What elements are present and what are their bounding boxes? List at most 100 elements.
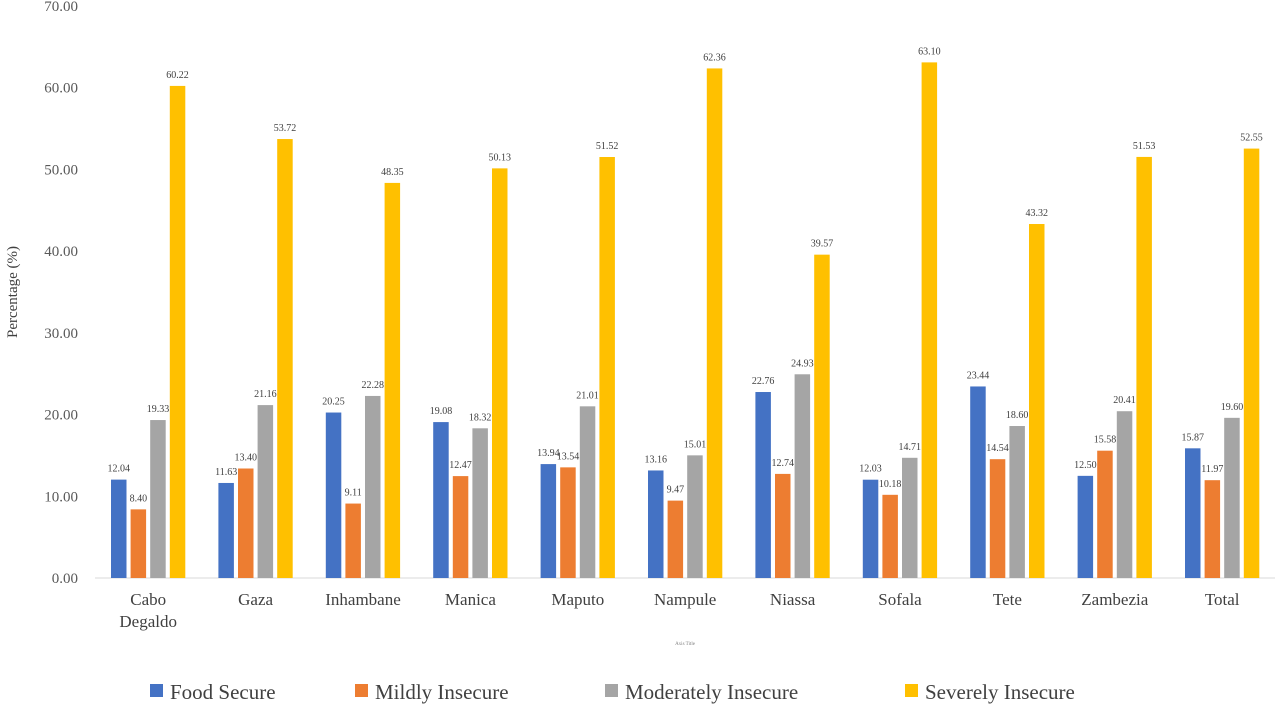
category-label: Tete xyxy=(993,590,1022,609)
legend-swatch xyxy=(355,684,368,697)
data-label: 13.40 xyxy=(235,453,258,464)
data-label: 43.32 xyxy=(1026,208,1049,219)
data-label: 12.04 xyxy=(108,464,131,475)
bar-mildly-insecure xyxy=(560,467,576,578)
bar-mildly-insecure xyxy=(1097,450,1113,578)
data-label: 22.76 xyxy=(752,376,775,387)
category-label: Sofala xyxy=(878,590,922,609)
bar-moderately-insecure xyxy=(1116,411,1133,578)
legend-label: Mildly Insecure xyxy=(375,680,509,704)
data-label: 62.36 xyxy=(703,52,726,63)
bar-food-secure xyxy=(433,422,449,578)
bar-food-secure xyxy=(970,386,986,578)
bar-severely-insecure xyxy=(169,85,186,579)
data-label: 9.47 xyxy=(667,485,685,496)
bar-severely-insecure xyxy=(706,68,723,578)
data-label: 21.01 xyxy=(576,390,599,401)
category-label: Zambezia xyxy=(1081,590,1148,609)
category-label: Manica xyxy=(445,590,496,609)
data-label: 63.10 xyxy=(918,46,941,57)
data-label: 39.57 xyxy=(811,239,834,250)
y-tick-label: 60.00 xyxy=(44,81,78,97)
data-label: 13.54 xyxy=(557,451,580,462)
bar-mildly-insecure xyxy=(238,468,254,578)
y-tick-label: 70.00 xyxy=(44,0,78,15)
category-label: Maputo xyxy=(551,590,604,609)
data-label: 51.53 xyxy=(1133,141,1156,152)
bar-severely-insecure xyxy=(599,157,615,578)
x-axis-label: Axis Title xyxy=(675,642,696,647)
bar-mildly-insecure xyxy=(989,459,1006,578)
bar-severely-insecure xyxy=(921,62,938,578)
category-label: Total xyxy=(1205,590,1240,609)
bar-severely-insecure xyxy=(277,139,293,578)
bar-food-secure xyxy=(111,479,127,578)
bar-mildly-insecure xyxy=(452,476,469,578)
bar-mildly-insecure xyxy=(775,473,791,578)
bar-moderately-insecure xyxy=(794,374,811,578)
data-label: 12.03 xyxy=(859,464,882,475)
data-label: 15.87 xyxy=(1182,432,1205,443)
y-axis-label: Percentage (%) xyxy=(5,246,21,338)
bar-food-secure xyxy=(325,412,342,578)
bar-food-secure xyxy=(540,464,557,578)
category-label: Gaza xyxy=(238,590,273,609)
bar-moderately-insecure xyxy=(472,428,488,578)
y-tick-label: 40.00 xyxy=(44,244,78,260)
y-tick-label: 50.00 xyxy=(44,162,78,178)
y-tick-label: 30.00 xyxy=(44,326,78,342)
data-label: 14.54 xyxy=(986,443,1009,454)
legend-label: Moderately Insecure xyxy=(625,680,798,704)
data-label: 11.63 xyxy=(215,467,237,478)
data-label: 51.52 xyxy=(596,141,619,152)
data-label: 11.97 xyxy=(1201,464,1223,475)
bar-moderately-insecure xyxy=(902,457,918,578)
data-label: 50.13 xyxy=(489,152,512,163)
bar-mildly-insecure xyxy=(1204,480,1221,578)
data-label: 15.01 xyxy=(684,439,707,450)
data-label: 60.22 xyxy=(166,70,189,81)
y-tick-label: 20.00 xyxy=(44,408,78,424)
bar-moderately-insecure xyxy=(1224,417,1240,578)
category-label: Cabo Degaldo xyxy=(119,590,177,631)
bar-mildly-insecure xyxy=(667,500,684,578)
data-label: 13.94 xyxy=(537,448,560,459)
bar-food-secure xyxy=(218,482,234,578)
legend-item: Moderately Insecure xyxy=(605,680,798,704)
bar-moderately-insecure xyxy=(257,405,274,578)
category-label: Niassa xyxy=(770,590,816,609)
legend-label: Severely Insecure xyxy=(925,680,1075,704)
data-label: 48.35 xyxy=(381,167,404,178)
category-label: Inhambane xyxy=(325,590,401,609)
data-label: 12.47 xyxy=(449,460,472,471)
bar-severely-insecure xyxy=(492,168,508,579)
legend-item: Severely Insecure xyxy=(905,680,1075,704)
category-label: Nampule xyxy=(654,590,716,609)
bar-food-secure xyxy=(755,392,771,578)
data-label: 21.16 xyxy=(254,389,277,400)
legend-swatch xyxy=(605,684,618,697)
bar-food-secure xyxy=(1185,448,1201,578)
data-label: 53.72 xyxy=(274,123,297,134)
data-label: 14.71 xyxy=(899,442,922,453)
legend-item: Mildly Insecure xyxy=(355,680,509,704)
bar-severely-insecure xyxy=(1136,156,1152,579)
data-label: 8.40 xyxy=(130,493,148,504)
data-label: 19.60 xyxy=(1221,402,1244,413)
data-label: 18.60 xyxy=(1006,410,1029,421)
bar-moderately-insecure xyxy=(687,455,703,578)
bar-food-secure xyxy=(648,470,664,578)
bar-mildly-insecure xyxy=(882,494,898,578)
bar-severely-insecure xyxy=(1029,224,1045,578)
data-label: 9.11 xyxy=(345,488,362,499)
legend-swatch xyxy=(905,684,918,697)
data-label: 15.58 xyxy=(1094,435,1117,446)
bar-mildly-insecure xyxy=(130,509,147,578)
data-label: 20.25 xyxy=(322,397,345,408)
legend-item: Food Secure xyxy=(150,680,276,704)
legend-swatch xyxy=(150,684,163,697)
data-label: 52.55 xyxy=(1240,133,1263,144)
legend-label: Food Secure xyxy=(170,680,276,704)
data-label: 23.44 xyxy=(967,370,990,381)
